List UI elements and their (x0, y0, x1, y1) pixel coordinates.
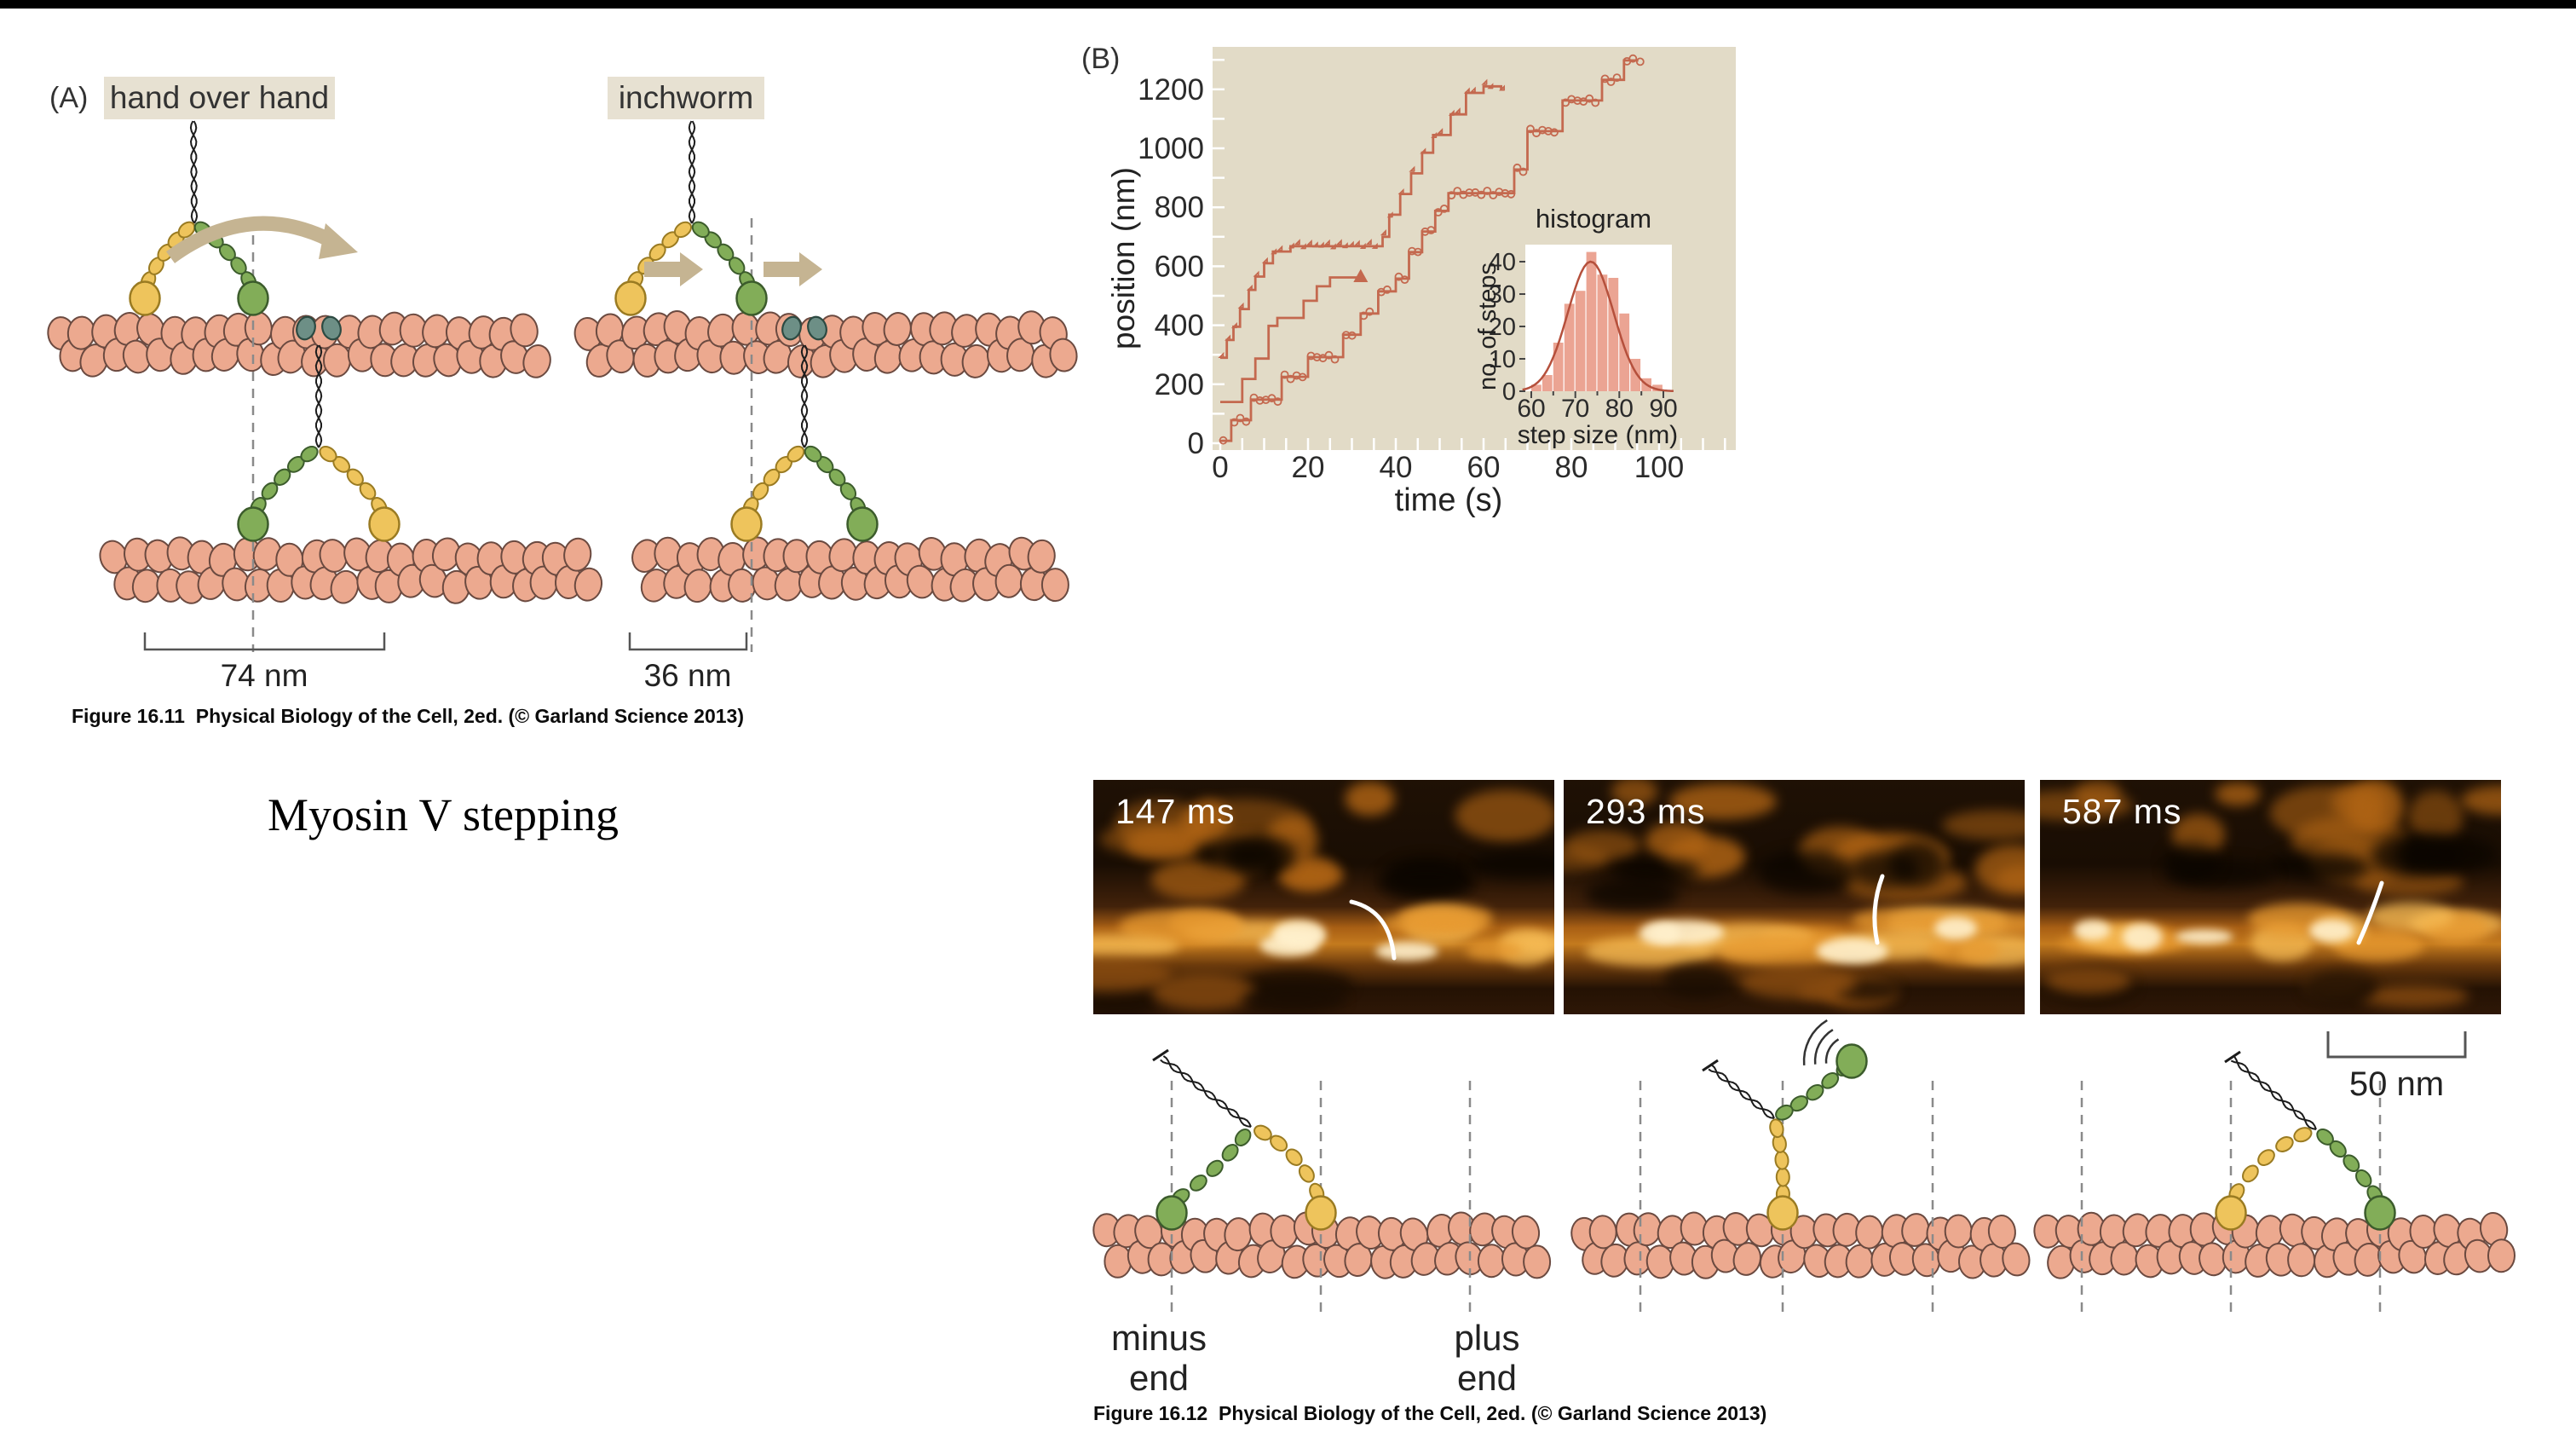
plus-end-label: plus end (1454, 1318, 1520, 1398)
svg-text:90: 90 (1649, 395, 1677, 423)
afm-frame-293ms: 293 ms (1564, 780, 2025, 1014)
svg-text:100: 100 (1634, 451, 1684, 484)
figure-16-12-caption: Figure 16.12 Physical Biology of the Cel… (1093, 1402, 1767, 1424)
slide-title: Myosin V stepping (267, 789, 620, 840)
figure-16-11-caption: Figure 16.11 Physical Biology of the Cel… (72, 705, 745, 727)
svg-text:80: 80 (1555, 451, 1588, 484)
step-size-label-36nm: 36 nm (643, 658, 732, 693)
histogram-x-axis-title: step size (nm) (1517, 421, 1679, 449)
svg-text:40: 40 (1380, 451, 1413, 484)
svg-text:0: 0 (1188, 427, 1204, 460)
panel-a-label: (A) (49, 82, 89, 114)
svg-text:60: 60 (1517, 395, 1545, 423)
chart-x-axis-title: time (s) (1394, 482, 1503, 518)
svg-text:0: 0 (1502, 378, 1516, 406)
frame-time-label: 293 ms (1586, 792, 1706, 831)
svg-text:80: 80 (1605, 395, 1634, 423)
svg-text:400: 400 (1155, 309, 1204, 343)
frame-time-label: 587 ms (2062, 792, 2182, 831)
histogram-title: histogram (1535, 204, 1652, 234)
mechanism-label-hand-over-hand: hand over hand (104, 77, 335, 119)
svg-text:200: 200 (1155, 368, 1204, 401)
svg-text:800: 800 (1155, 191, 1204, 224)
top-border-bar (0, 0, 2576, 9)
afm-frame-587ms: 587 ms (2040, 780, 2501, 1014)
scale-bar-label: 50 nm (2348, 1065, 2445, 1103)
svg-text:0: 0 (1212, 451, 1228, 484)
svg-text:60: 60 (1467, 451, 1501, 484)
histogram-y-axis-title: no. of steps (1474, 263, 1501, 390)
step-size-label-74nm: 74 nm (220, 658, 308, 693)
svg-text:20: 20 (1292, 451, 1325, 484)
svg-text:600: 600 (1155, 250, 1204, 283)
frame-time-label: 147 ms (1115, 792, 1236, 831)
afm-frame-147ms: 147 ms (1093, 780, 1554, 1014)
svg-text:1000: 1000 (1138, 132, 1204, 165)
panel-b-label: (B) (1081, 43, 1121, 75)
svg-text:70: 70 (1561, 395, 1589, 423)
svg-text:1200: 1200 (1138, 73, 1204, 107)
minus-end-label: minus end (1110, 1318, 1207, 1398)
chart-y-axis-title: position (nm) (1106, 167, 1141, 349)
mechanism-label-inchworm: inchworm (608, 77, 764, 119)
